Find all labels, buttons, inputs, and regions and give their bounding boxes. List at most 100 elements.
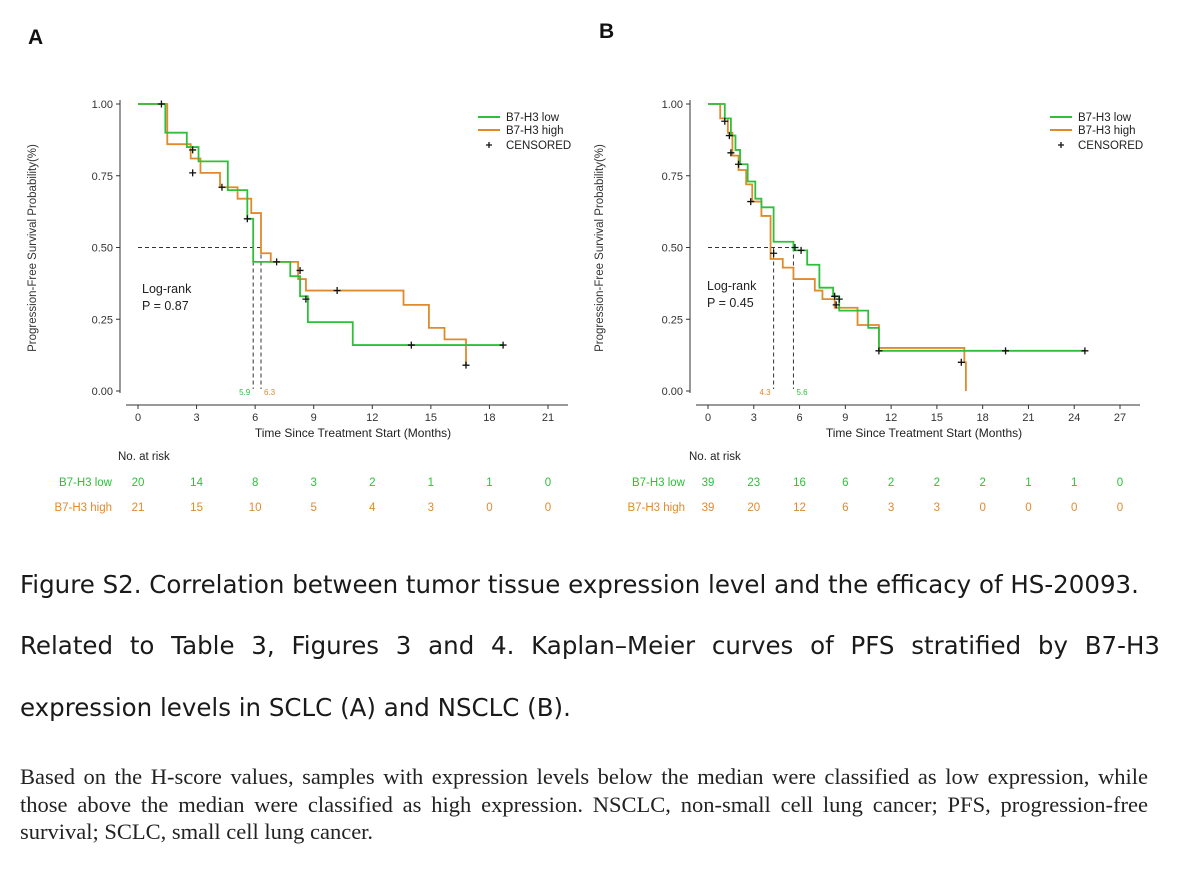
panel-label: B: [599, 20, 614, 43]
risk-table-title: No. at risk: [118, 451, 170, 463]
censor-mark-low: [407, 341, 415, 349]
risk-count-high: 0: [1025, 502, 1031, 514]
risk-count-low: 2: [888, 477, 894, 489]
y-tick-label: 0.50: [662, 243, 683, 255]
risk-count-low: 1: [1071, 477, 1077, 489]
x-tick-label: 21: [1022, 412, 1034, 424]
x-tick-label: 18: [977, 412, 989, 424]
risk-count-high: 15: [190, 502, 203, 514]
median-label-high: 6.3: [264, 388, 276, 397]
censor-mark-high: [832, 301, 840, 309]
censor-mark-high: [302, 295, 310, 303]
censor-mark-low: [1002, 347, 1010, 355]
x-tick-label: 6: [796, 412, 802, 424]
logrank-pvalue: P = 0.45: [707, 296, 754, 310]
censor-mark-low: [835, 295, 843, 303]
risk-count-high: 0: [1071, 502, 1077, 514]
y-tick-label: 0.25: [92, 314, 113, 326]
y-tick-label: 0.50: [92, 243, 113, 255]
x-tick-label: 0: [135, 412, 141, 424]
risk-count-low: 20: [132, 477, 145, 489]
censor-mark-low: [499, 341, 507, 349]
censor-mark-low: [797, 246, 805, 254]
km-curve-low: [708, 103, 1085, 352]
risk-count-high: 5: [311, 502, 317, 514]
legend-label-high: B7-H3 high: [506, 125, 564, 137]
legend-label-low: B7-H3 low: [506, 112, 560, 124]
x-tick-label: 24: [1068, 412, 1080, 424]
risk-count-high: 39: [702, 502, 715, 514]
panel-b-chart: B 0.00 0.25 0.50 0.75 1.00 Progression-Free Su…: [594, 20, 1143, 514]
censor-mark-high: [243, 215, 251, 223]
censor-mark-high: [218, 183, 226, 191]
risk-count-high: 20: [747, 502, 760, 514]
risk-count-low: 14: [190, 477, 203, 489]
censor-mark-low: [875, 347, 883, 355]
y-axis-title: Progression-Free Survival Probability(%): [27, 144, 39, 352]
risk-count-low: 6: [842, 477, 848, 489]
logrank-label: Log-rank: [142, 282, 192, 296]
risk-count-low: 0: [545, 477, 551, 489]
risk-count-high: 3: [428, 502, 434, 514]
legend-label-high: B7-H3 high: [1078, 125, 1136, 137]
panel-label: A: [28, 26, 43, 49]
censor-mark-low: [1081, 347, 1089, 355]
legend-censored-icon: [1058, 142, 1064, 148]
risk-count-low: 39: [702, 477, 715, 489]
censor-mark-high: [189, 169, 197, 177]
risk-row-label-low: B7-H3 low: [632, 477, 686, 489]
censor-mark-high: [791, 244, 799, 251]
risk-count-high: 0: [1117, 502, 1123, 514]
figure-caption-line-3: expression levels in SCLC (A) and NSCLC …: [20, 693, 571, 722]
x-axis-title: Time Since Treatment Start (Months): [826, 426, 1022, 440]
censor-mark-high: [727, 149, 735, 157]
censor-mark-high: [462, 361, 470, 369]
risk-count-high: 12: [793, 502, 806, 514]
risk-count-low: 2: [934, 477, 940, 489]
y-tick-label: 0.75: [92, 171, 113, 183]
risk-count-low: 8: [252, 477, 258, 489]
x-tick-label: 9: [842, 412, 848, 424]
risk-row-label-high: B7-H3 high: [627, 502, 685, 514]
censor-mark-high: [157, 100, 165, 108]
risk-count-low: 1: [1025, 477, 1031, 489]
risk-row-label-low: B7-H3 low: [59, 477, 113, 489]
risk-count-low: 23: [747, 477, 760, 489]
figure-note: Based on the H-score values, samples wit…: [20, 764, 1148, 844]
x-tick-label: 27: [1114, 412, 1126, 424]
logrank-label: Log-rank: [707, 279, 757, 293]
censor-mark-low: [831, 292, 839, 300]
censor-mark-high: [747, 198, 755, 206]
figure-caption-line-1: Figure S2. Correlation between tumor tis…: [20, 570, 1139, 599]
censor-mark-high: [957, 358, 965, 366]
figure-caption-line-2: Related to Table 3, Figures 3 and 4. Kap…: [20, 631, 1160, 660]
x-axis-title: Time Since Treatment Start (Months): [255, 426, 451, 440]
risk-table-title: No. at risk: [689, 451, 741, 463]
km-curve-low: [138, 103, 504, 346]
risk-count-high: 3: [934, 502, 940, 514]
panel-a-chart: A 0.00 0.25 0.50 0.75 1.00 Progression-Free Su…: [27, 26, 571, 514]
y-tick-label: 0.25: [662, 314, 683, 326]
censor-mark-high: [721, 117, 729, 125]
censor-mark-high: [725, 132, 733, 140]
x-tick-label: 15: [425, 412, 437, 424]
risk-count-high: 10: [249, 502, 262, 514]
risk-count-low: 3: [311, 477, 317, 489]
risk-count-high: 4: [369, 502, 376, 514]
censor-mark-low: [273, 258, 281, 266]
risk-count-low: 0: [1117, 477, 1123, 489]
risk-count-low: 16: [793, 477, 806, 489]
risk-count-high: 3: [888, 502, 894, 514]
risk-count-high: 21: [132, 502, 145, 514]
x-tick-label: 21: [542, 412, 554, 424]
y-tick-label: 1.00: [92, 99, 113, 111]
legend-censored-icon: [486, 142, 492, 148]
risk-count-low: 1: [486, 477, 492, 489]
censor-mark-low: [735, 160, 743, 168]
y-tick-label: 0.00: [662, 386, 683, 398]
risk-count-high: 0: [545, 502, 551, 514]
logrank-pvalue: P = 0.87: [142, 299, 189, 313]
x-tick-label: 3: [751, 412, 757, 424]
risk-row-label-high: B7-H3 high: [54, 502, 112, 514]
median-label-high: 4.3: [759, 388, 771, 397]
